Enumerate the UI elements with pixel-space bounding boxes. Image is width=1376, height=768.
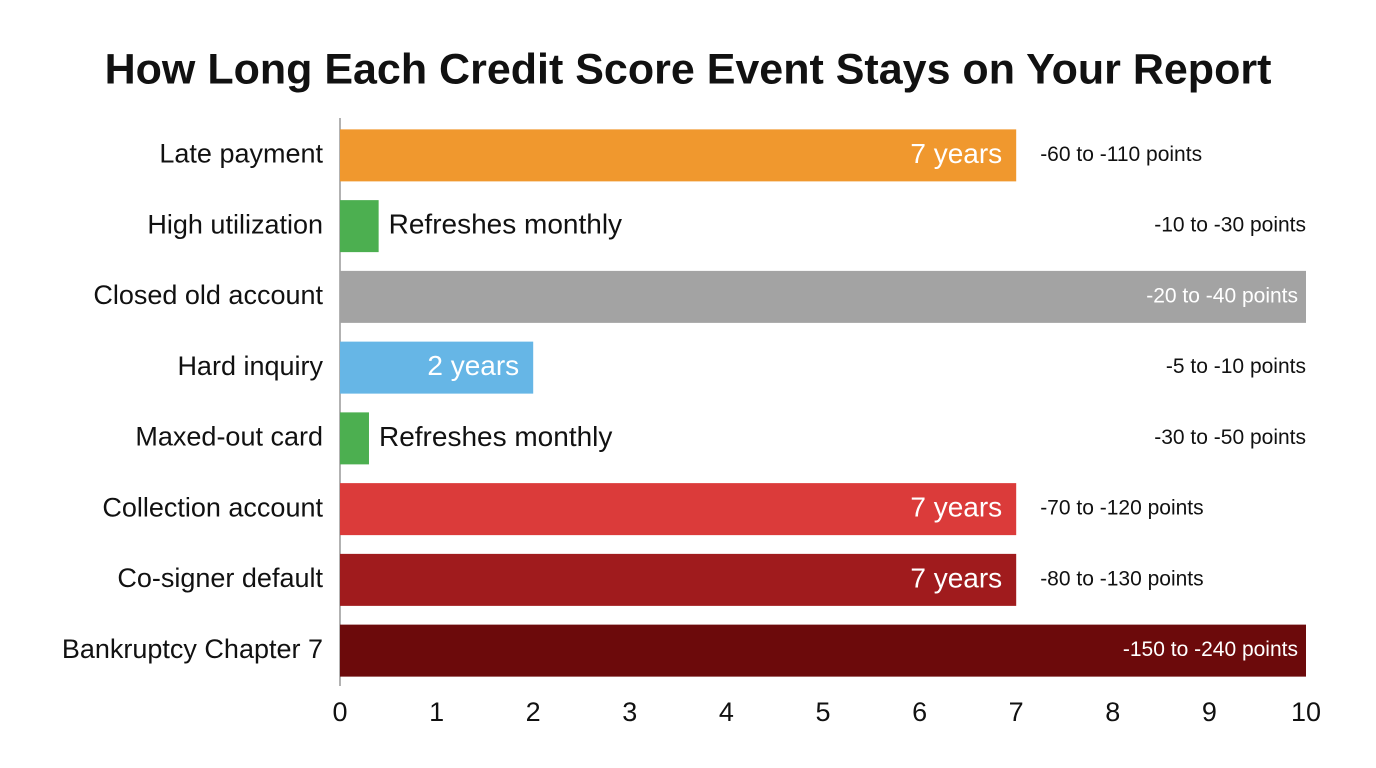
x-tick-label: 4: [719, 697, 734, 727]
category-label: Maxed-out card: [135, 422, 323, 452]
value-label: 7 years: [910, 138, 1002, 169]
bar: [340, 341, 534, 394]
x-tick-label: 0: [332, 697, 347, 727]
bar: [340, 129, 1017, 182]
value-label: 2 years: [427, 350, 519, 381]
x-tick-label: 7: [1009, 697, 1024, 727]
impact-annotation: -80 to -130 points: [1040, 567, 1203, 590]
x-tick-label: 6: [912, 697, 927, 727]
bar: [340, 553, 1017, 606]
impact-annotation: -150 to -240 points: [1123, 638, 1298, 661]
impact-annotation: -5 to -10 points: [1166, 355, 1306, 378]
chart-title: How Long Each Credit Score Event Stays o…: [105, 45, 1272, 93]
bar: [340, 270, 1306, 323]
category-label: Hard inquiry: [177, 351, 323, 381]
x-tick-label: 10: [1291, 697, 1321, 727]
category-label: Bankruptcy Chapter 7: [62, 634, 323, 664]
category-label: Collection account: [102, 492, 323, 522]
bar: [340, 200, 379, 253]
x-tick-label: 8: [1105, 697, 1120, 727]
x-tick-label: 1: [429, 697, 444, 727]
bar: [340, 624, 1306, 677]
x-tick-label: 5: [815, 697, 830, 727]
impact-annotation: -20 to -40 points: [1146, 284, 1298, 307]
x-tick-label: 2: [526, 697, 541, 727]
x-tick-label: 3: [622, 697, 637, 727]
value-label: 7 years: [910, 492, 1002, 523]
impact-annotation: -60 to -110 points: [1040, 143, 1202, 166]
category-label: Closed old account: [93, 280, 323, 310]
impact-annotation: -30 to -50 points: [1154, 426, 1306, 449]
category-label: Co-signer default: [117, 563, 323, 593]
bar: [340, 483, 1017, 536]
x-tick-label: 9: [1202, 697, 1217, 727]
category-label: High utilization: [147, 209, 323, 239]
impact-annotation: -70 to -120 points: [1040, 497, 1203, 520]
value-label: Refreshes monthly: [389, 209, 622, 240]
value-label: 7 years: [910, 562, 1002, 593]
impact-annotation: -10 to -30 points: [1154, 214, 1306, 237]
category-label: Late payment: [159, 139, 323, 169]
bar: [340, 412, 369, 465]
value-label: Refreshes monthly: [379, 421, 612, 452]
